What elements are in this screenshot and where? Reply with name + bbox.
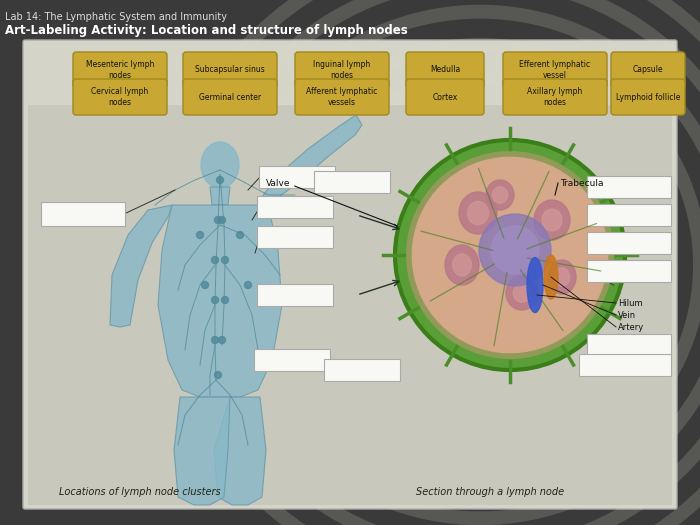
FancyBboxPatch shape bbox=[587, 176, 671, 198]
Ellipse shape bbox=[453, 254, 471, 276]
FancyBboxPatch shape bbox=[611, 52, 685, 88]
Text: Lab 14: The Lymphatic System and Immunity: Lab 14: The Lymphatic System and Immunit… bbox=[5, 12, 227, 22]
FancyBboxPatch shape bbox=[254, 349, 330, 371]
FancyBboxPatch shape bbox=[295, 52, 389, 88]
FancyBboxPatch shape bbox=[295, 79, 389, 115]
Ellipse shape bbox=[201, 142, 239, 188]
Circle shape bbox=[214, 216, 221, 224]
Circle shape bbox=[244, 281, 251, 289]
Text: Art-Labeling Activity: Location and structure of lymph nodes: Art-Labeling Activity: Location and stru… bbox=[5, 24, 407, 37]
Text: Artery: Artery bbox=[618, 322, 644, 331]
Text: Germinal center: Germinal center bbox=[199, 92, 261, 101]
Text: Lymphoid follicle: Lymphoid follicle bbox=[616, 92, 680, 101]
Circle shape bbox=[218, 216, 225, 224]
FancyBboxPatch shape bbox=[611, 79, 685, 115]
Ellipse shape bbox=[491, 226, 539, 274]
Ellipse shape bbox=[468, 202, 489, 225]
FancyBboxPatch shape bbox=[314, 171, 390, 193]
Polygon shape bbox=[110, 205, 172, 327]
Text: Cortex: Cortex bbox=[433, 92, 458, 101]
FancyBboxPatch shape bbox=[587, 204, 671, 226]
FancyBboxPatch shape bbox=[259, 166, 335, 188]
FancyBboxPatch shape bbox=[257, 226, 333, 248]
Polygon shape bbox=[174, 397, 230, 505]
FancyBboxPatch shape bbox=[73, 79, 167, 115]
FancyBboxPatch shape bbox=[257, 196, 333, 218]
Ellipse shape bbox=[492, 187, 508, 203]
Circle shape bbox=[214, 372, 221, 379]
Text: Vein: Vein bbox=[618, 310, 636, 320]
Circle shape bbox=[221, 257, 228, 264]
Ellipse shape bbox=[479, 214, 551, 286]
FancyBboxPatch shape bbox=[41, 202, 125, 226]
Text: Inguinal lymph
nodes: Inguinal lymph nodes bbox=[314, 60, 370, 80]
FancyBboxPatch shape bbox=[503, 79, 607, 115]
Circle shape bbox=[211, 257, 218, 264]
Ellipse shape bbox=[445, 245, 479, 285]
FancyBboxPatch shape bbox=[23, 40, 677, 509]
Text: Subcapsular sinus: Subcapsular sinus bbox=[195, 66, 265, 75]
Text: Capsule: Capsule bbox=[633, 66, 664, 75]
Ellipse shape bbox=[534, 200, 570, 240]
Polygon shape bbox=[262, 115, 362, 205]
Ellipse shape bbox=[527, 257, 543, 312]
Circle shape bbox=[211, 297, 218, 303]
Text: Afferent lymphatic
vessels: Afferent lymphatic vessels bbox=[307, 87, 378, 107]
FancyBboxPatch shape bbox=[28, 105, 672, 505]
FancyBboxPatch shape bbox=[587, 260, 671, 282]
Ellipse shape bbox=[506, 276, 538, 310]
Circle shape bbox=[221, 297, 228, 303]
FancyBboxPatch shape bbox=[73, 52, 167, 88]
FancyBboxPatch shape bbox=[183, 52, 277, 88]
FancyBboxPatch shape bbox=[587, 232, 671, 254]
Text: Valve: Valve bbox=[265, 178, 290, 187]
FancyBboxPatch shape bbox=[406, 79, 484, 115]
FancyBboxPatch shape bbox=[324, 359, 400, 381]
Circle shape bbox=[395, 140, 625, 370]
Ellipse shape bbox=[544, 255, 558, 299]
Circle shape bbox=[412, 158, 608, 353]
Ellipse shape bbox=[542, 209, 562, 231]
Text: Efferent lymphatic
vessel: Efferent lymphatic vessel bbox=[519, 60, 591, 80]
Ellipse shape bbox=[513, 284, 531, 302]
Text: Medulla: Medulla bbox=[430, 66, 460, 75]
FancyBboxPatch shape bbox=[406, 52, 484, 88]
Circle shape bbox=[218, 337, 225, 343]
Ellipse shape bbox=[486, 180, 514, 210]
Polygon shape bbox=[158, 205, 282, 397]
Circle shape bbox=[237, 232, 244, 238]
Text: Trabecula: Trabecula bbox=[560, 178, 603, 187]
FancyBboxPatch shape bbox=[257, 284, 333, 306]
Text: Mesenteric lymph
nodes: Mesenteric lymph nodes bbox=[86, 60, 154, 80]
Text: Axillary lymph
nodes: Axillary lymph nodes bbox=[527, 87, 582, 107]
FancyBboxPatch shape bbox=[587, 334, 671, 356]
Ellipse shape bbox=[554, 268, 570, 286]
Circle shape bbox=[216, 176, 223, 184]
Text: Hilum: Hilum bbox=[618, 299, 643, 308]
Polygon shape bbox=[210, 187, 230, 205]
Circle shape bbox=[211, 337, 218, 343]
Circle shape bbox=[202, 281, 209, 289]
Text: Section through a lymph node: Section through a lymph node bbox=[416, 487, 564, 497]
Ellipse shape bbox=[459, 192, 497, 234]
Text: Cervical lymph
nodes: Cervical lymph nodes bbox=[92, 87, 148, 107]
Polygon shape bbox=[214, 397, 266, 505]
Circle shape bbox=[197, 232, 204, 238]
FancyBboxPatch shape bbox=[503, 52, 607, 88]
FancyBboxPatch shape bbox=[579, 354, 671, 376]
FancyBboxPatch shape bbox=[183, 79, 277, 115]
Text: Locations of lymph node clusters: Locations of lymph node clusters bbox=[60, 487, 220, 497]
Ellipse shape bbox=[548, 260, 576, 294]
